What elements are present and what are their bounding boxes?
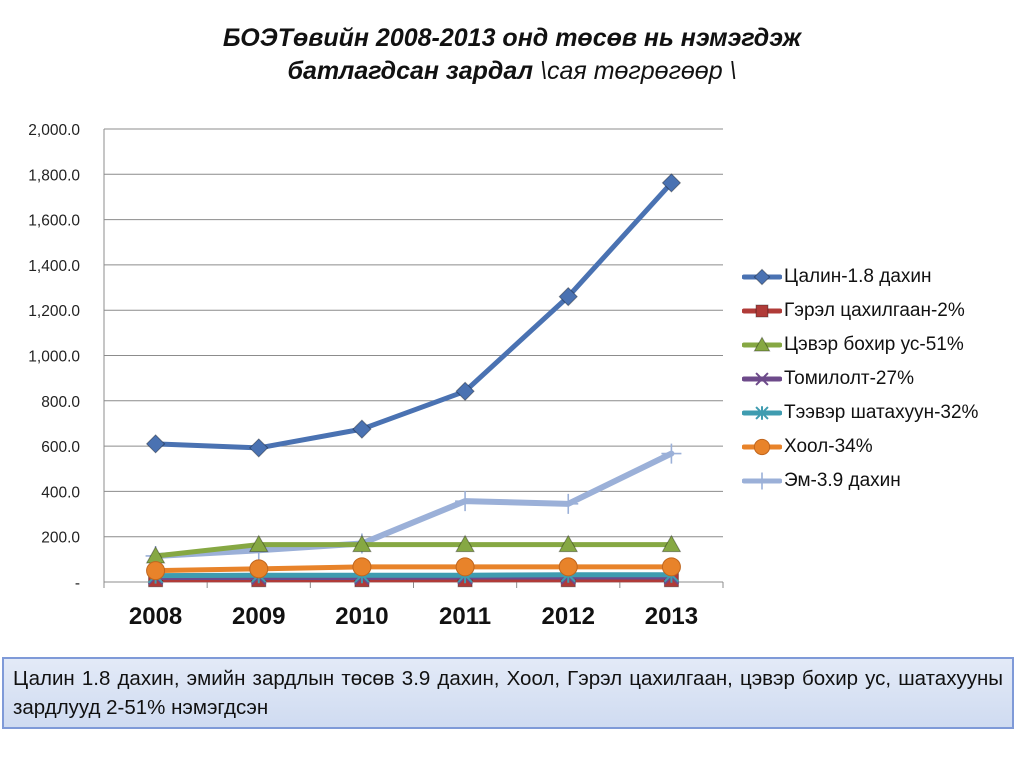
- y-tick-label: 1,800.0: [28, 167, 80, 184]
- point: [248, 534, 269, 553]
- series-line: [153, 180, 674, 451]
- legend-label: Томилолт-27%: [784, 368, 914, 389]
- y-tick-label: 200.0: [41, 530, 80, 547]
- point: [455, 534, 475, 553]
- line-chart: - 200.0 400.0 600.0 800.0 1,000.0 1,200.0 1,400…: [28, 122, 724, 630]
- point: [661, 173, 682, 193]
- point: [661, 443, 682, 464]
- legend-label: Хоол-34%: [784, 436, 873, 457]
- point: [249, 559, 269, 579]
- point: [352, 534, 372, 553]
- point: [558, 534, 579, 553]
- point: [661, 534, 682, 553]
- legend-label: Эм-3.9 дахин: [784, 470, 901, 491]
- y-tick-labels: - 200.0 400.0 600.0 800.0 1,000.0 1,200.0 1,400…: [28, 122, 80, 592]
- legend-item: Гэрэл цахилгаан-2%: [742, 294, 1024, 328]
- x-tick-label: 2009: [232, 603, 285, 630]
- series-5: [146, 557, 681, 581]
- x-tick-label: 2011: [439, 603, 491, 630]
- point: [558, 286, 578, 307]
- legend-swatch: [742, 336, 782, 352]
- legend-item: Цалин-1.8 дахин: [742, 260, 1024, 294]
- point: [755, 304, 769, 318]
- point: [145, 434, 166, 454]
- legend-label: Тээвэр шатахуун-32%: [784, 402, 979, 423]
- legend-swatch: [742, 472, 782, 490]
- legend-swatch: [742, 372, 782, 386]
- point: [455, 557, 475, 577]
- x-tick-label: 2013: [645, 603, 698, 630]
- y-tick-label: -: [75, 575, 80, 592]
- legend-label: Гэрэл цахилгаан-2%: [784, 300, 965, 321]
- y-tick-label: 400.0: [41, 484, 80, 501]
- series-line: [152, 450, 675, 559]
- point: [352, 557, 372, 577]
- point: [753, 336, 771, 352]
- point: [558, 557, 578, 577]
- point: [753, 438, 771, 456]
- y-tick-label: 800.0: [41, 394, 80, 411]
- point: [755, 406, 769, 420]
- legend-swatch: [742, 304, 782, 318]
- series-line: [153, 564, 674, 574]
- point: [755, 372, 769, 386]
- x-tick-label: 2010: [335, 603, 388, 630]
- title-line-1: БОЭТөвийн 2008-2013 онд төсөв нь нэмэгдэ…: [222, 24, 802, 52]
- point: [352, 419, 372, 439]
- y-tick-label: 1,000.0: [28, 349, 80, 366]
- legend-item: Хоол-34%: [742, 430, 1024, 464]
- point: [661, 557, 681, 577]
- summary-note: Цалин 1.8 дахин, эмийн зардлын төсөв 3.9…: [2, 657, 1014, 729]
- legend-swatch: [742, 438, 782, 456]
- point: [146, 561, 166, 581]
- y-tick-label: 1,600.0: [28, 213, 80, 230]
- y-tick-label: 600.0: [41, 439, 80, 456]
- series-lines: [145, 173, 682, 588]
- x-tick-labels: 2008 2009 2010 2011 2012 2013: [129, 603, 698, 630]
- series-line: [153, 542, 674, 559]
- legend-swatch: [742, 406, 782, 420]
- point: [558, 493, 579, 514]
- point: [753, 472, 771, 490]
- x-tick-label: 2012: [542, 603, 595, 630]
- legend-item: Томилолт-27%: [742, 362, 1024, 396]
- point: [753, 268, 771, 286]
- legend-label: Цалин-1.8 дахин: [784, 266, 932, 287]
- y-tick-label: 2,000.0: [28, 122, 80, 139]
- title-line-2: батлагдсан зардал \сая төгрөгөөр \: [0, 55, 1024, 88]
- point: [249, 438, 269, 458]
- legend-label: Цэвэр бохир ус-51%: [784, 334, 964, 355]
- title-unit: \сая төгрөгөөр \: [540, 57, 737, 85]
- y-tick-label: 1,400.0: [28, 258, 80, 275]
- legend-item: Эм-3.9 дахин: [742, 464, 1024, 498]
- legend-item: Цэвэр бохир ус-51%: [742, 328, 1024, 362]
- series-2: [145, 534, 682, 564]
- title-line-2-text: батлагдсан зардал: [287, 57, 534, 85]
- legend-item: Тээвэр шатахуун-32%: [742, 396, 1024, 430]
- series-0: [145, 173, 682, 458]
- y-tick-label: 1,200.0: [28, 303, 80, 320]
- legend-swatch: [742, 268, 782, 286]
- chart-title: БОЭТөвийн 2008-2013 онд төсөв нь нэмэгдэ…: [0, 22, 1024, 88]
- series-line: [153, 572, 674, 579]
- point: [455, 491, 476, 512]
- chart-legend: Цалин-1.8 дахин Гэрэл цахилгаан-2% Цэвэр б…: [742, 260, 1024, 498]
- x-tick-label: 2008: [129, 603, 182, 630]
- point: [455, 381, 475, 401]
